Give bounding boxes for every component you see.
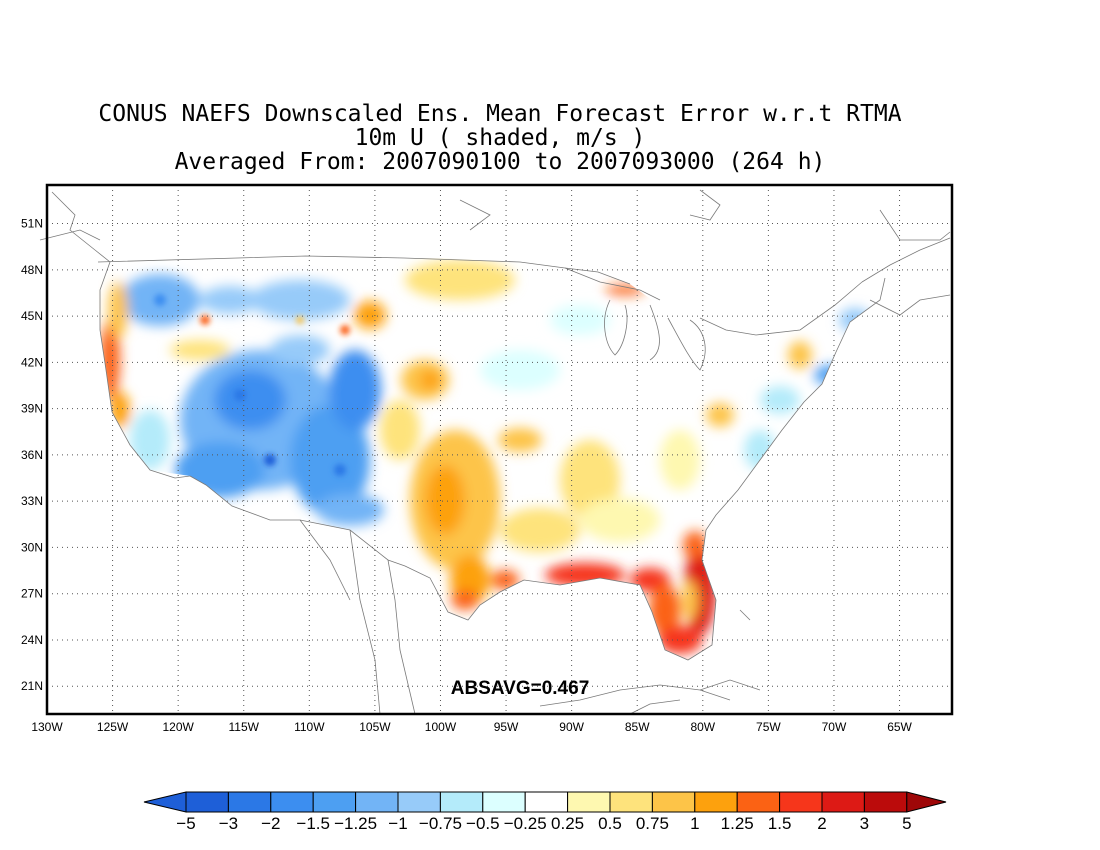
lon-tick-label: 85W — [625, 720, 650, 734]
colorbar-swatch — [779, 791, 823, 813]
colorbar-right-arrow — [906, 791, 947, 813]
lon-tick-labels: 130W 125W 120W 115W 110W 105W 100W 95W 90W 85W 80W… — [31, 720, 912, 734]
lon-tick-label: 105W — [359, 720, 391, 734]
lat-lon-gridlines — [47, 185, 952, 714]
absavg-annotation: ABSAVG=0.467 — [451, 678, 590, 699]
map-frame — [45, 183, 954, 716]
lat-tick-label: 36N — [21, 448, 43, 462]
colorbar-label: −3 — [219, 814, 238, 833]
lon-tick-label: 120W — [162, 720, 194, 734]
lon-tick-label: 95W — [494, 720, 519, 734]
lat-tick-label: 51N — [21, 217, 43, 231]
colorbar-swatch — [694, 791, 738, 813]
colorbar-label: 0.5 — [598, 814, 622, 833]
colorbar-swatch — [227, 791, 272, 813]
chart-subtitle-variable: 10m U ( shaded, m/s ) — [354, 125, 646, 151]
lat-tick-label: 27N — [21, 587, 43, 601]
colorbar-label: 1 — [690, 814, 699, 833]
lon-tick-label: 115W — [229, 720, 260, 734]
colorbar-label: 2 — [817, 814, 826, 833]
lat-tick-labels: 51N 48N 45N 42N 39N 36N 33N 30N 27N 24N 21N — [21, 217, 43, 694]
colorbar-label: −5 — [176, 814, 195, 833]
lat-tick-label: 24N — [21, 633, 43, 647]
colorbar-label: 5 — [902, 814, 911, 833]
colorbar-left-arrow — [143, 791, 187, 813]
colorbar-swatch — [524, 791, 569, 813]
lat-tick-label: 21N — [21, 679, 43, 693]
lon-tick-label: 100W — [425, 720, 457, 734]
lon-tick-label: 90W — [559, 720, 584, 734]
colorbar-label: 3 — [860, 814, 869, 833]
colorbar-swatch — [270, 791, 314, 813]
lat-tick-label: 48N — [21, 263, 43, 277]
colorbar-swatch — [397, 791, 441, 813]
lat-tick-label: 39N — [21, 402, 43, 416]
colorbar-swatch — [651, 791, 696, 813]
colorbar-label: −0.5 — [466, 814, 500, 833]
colorbar-label: −1.25 — [334, 814, 377, 833]
lat-tick-label: 42N — [21, 355, 43, 369]
lon-tick-label: 75W — [756, 720, 781, 734]
lon-tick-label: 125W — [97, 720, 129, 734]
colorbar-swatch — [185, 791, 229, 813]
lon-tick-label: 130W — [31, 720, 63, 734]
colorbar-label: 0.75 — [636, 814, 669, 833]
lat-tick-label: 45N — [21, 309, 43, 323]
colorbar: −5 −3 −2 −1.5 −1.25 −1 −0.75 −0.5 −0.25 0.25 0.5 0.… — [143, 791, 947, 833]
lon-tick-label: 110W — [294, 720, 325, 734]
colorbar-label: −0.25 — [504, 814, 547, 833]
chart-title-block: CONUS NAEFS Downscaled Ens. Mean Forecas… — [0, 102, 1000, 174]
lon-tick-label: 70W — [822, 720, 847, 734]
colorbar-swatch — [355, 791, 399, 813]
colorbar-swatch — [863, 791, 908, 813]
colorbar-swatch — [439, 791, 484, 813]
lat-tick-label: 30N — [21, 540, 43, 554]
colorbar-label: −1 — [388, 814, 407, 833]
colorbar-label: −0.75 — [419, 814, 462, 833]
colorbar-label: 1.5 — [768, 814, 792, 833]
colorbar-swatch — [312, 791, 357, 813]
colorbar-label: 1.25 — [721, 814, 754, 833]
lon-tick-label: 80W — [690, 720, 715, 734]
colorbar-swatch — [482, 791, 526, 813]
colorbar-label: 0.25 — [551, 814, 584, 833]
lon-tick-label: 65W — [887, 720, 912, 734]
lat-tick-label: 33N — [21, 494, 43, 508]
chart-subtitle-period: Averaged From: 2007090100 to 2007093000 … — [174, 149, 826, 175]
colorbar-label: −1.5 — [296, 814, 330, 833]
colorbar-swatch — [609, 791, 653, 813]
colorbar-label: −2 — [261, 814, 280, 833]
coastline-borders — [39, 189, 951, 715]
colorbar-swatch — [736, 791, 781, 813]
colorbar-swatch — [821, 791, 865, 813]
colorbar-swatch — [567, 791, 611, 813]
chart-title: CONUS NAEFS Downscaled Ens. Mean Forecas… — [98, 101, 902, 127]
